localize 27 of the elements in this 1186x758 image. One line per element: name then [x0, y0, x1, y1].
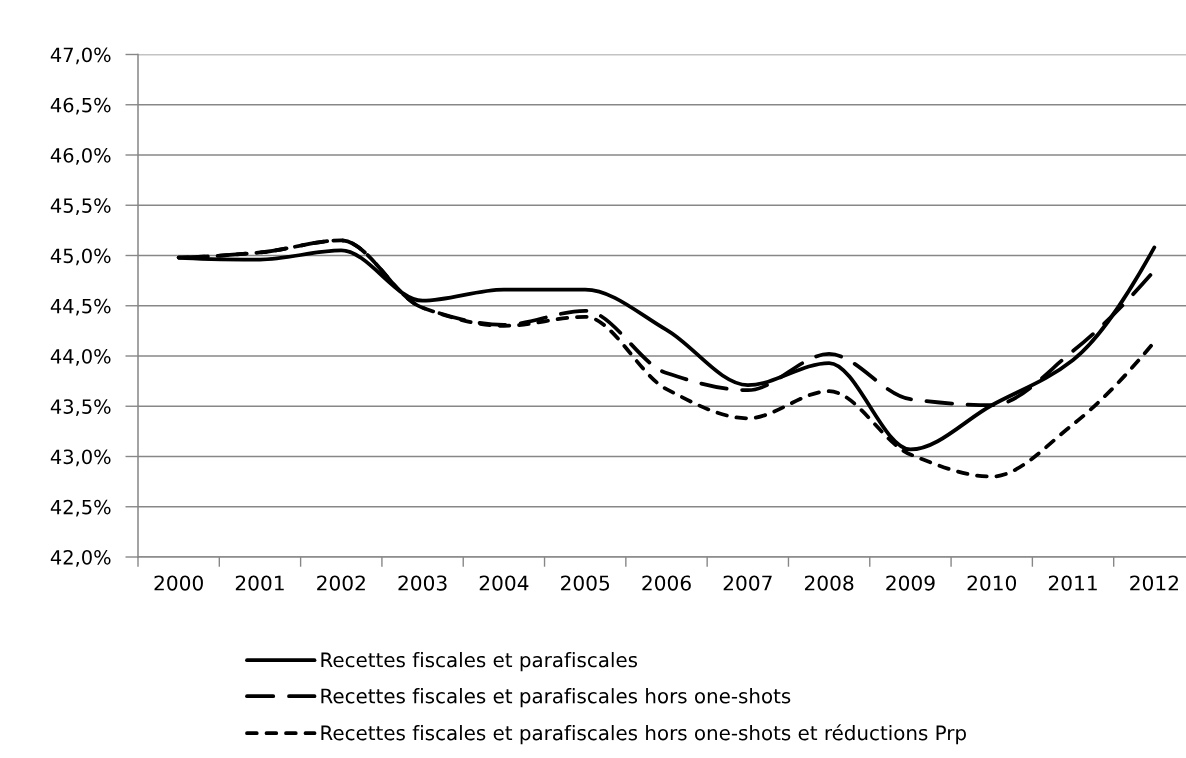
y-tick-label: 47,0%: [50, 47, 111, 65]
y-tick-label: 45,0%: [50, 248, 111, 266]
y-tick-label: 42,5%: [50, 499, 111, 517]
x-tick-label: 2006: [642, 575, 691, 591]
y-tick-label: 43,5%: [50, 399, 111, 416]
x-tick-label: 2007: [723, 575, 772, 591]
x-tick-label: 2001: [235, 575, 284, 591]
x-tick-label: 2011: [1048, 575, 1097, 591]
legend-label: Recettes fiscales et parafiscales hors one-shots: [321, 688, 791, 708]
x-tick-label: 2012: [1130, 575, 1178, 591]
x-tick-label: 2008: [804, 575, 854, 591]
x-tick-label: 2003: [398, 575, 447, 591]
y-tick-label: 44,5%: [50, 298, 111, 316]
x-tick-label: 2010: [967, 575, 1017, 591]
x-tick-label: 2000: [154, 575, 203, 591]
y-tick-label: 46,5%: [50, 97, 111, 115]
legend-label: Recettes fiscales et parafiscales: [321, 652, 638, 672]
y-tick-label: 44,0%: [50, 348, 111, 366]
y-tick-label: 42,0%: [50, 549, 111, 567]
x-tick-label: 2009: [886, 575, 935, 591]
x-tick-label: 2005: [561, 575, 610, 591]
y-tick-label: 46,0%: [50, 147, 111, 165]
y-tick-label: 43,0%: [50, 449, 111, 467]
y-tick-label: 45,5%: [50, 198, 111, 215]
legend-label: Recettes fiscales et parafiscales hors one-shots et réductions Prp: [321, 724, 966, 745]
x-tick-label: 2004: [479, 575, 529, 591]
x-tick-label: 2002: [317, 575, 365, 591]
